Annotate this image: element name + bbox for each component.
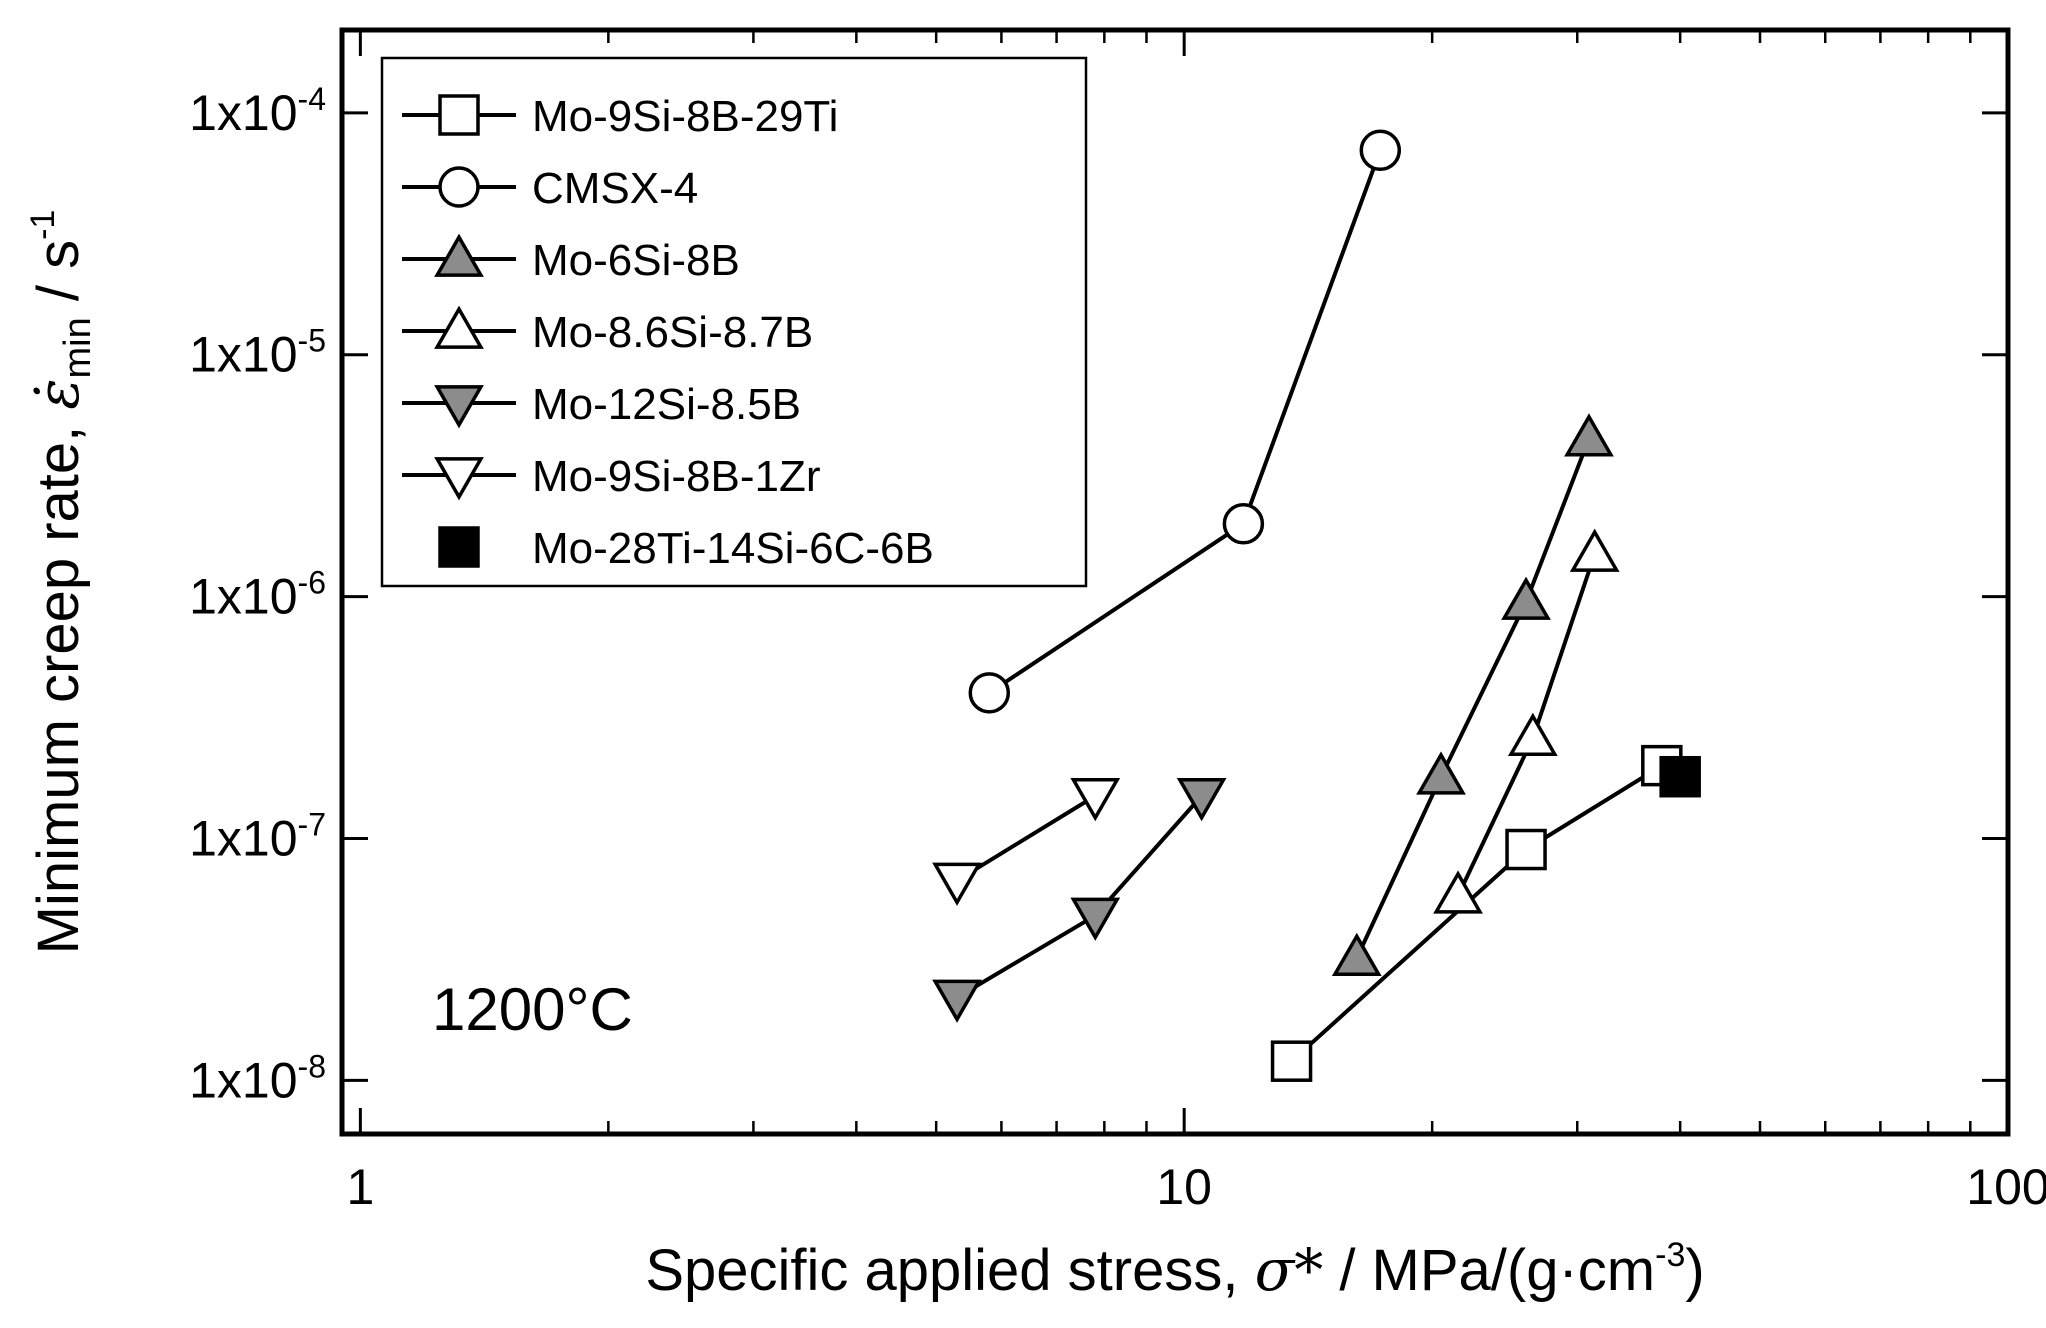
- data-point: [1659, 755, 1701, 798]
- legend-label: CMSX-4: [532, 164, 698, 213]
- axis-tick-labels: 1 10 100 1x10-4 1x10-5 1x10-6 1x10-7 1x10-8: [189, 81, 2046, 1215]
- legend-label: Mo-9Si-8B-1Zr: [532, 452, 821, 501]
- data-point: [1270, 1040, 1313, 1082]
- y-tick-label: 1x10-6: [189, 565, 326, 625]
- data-point: [968, 672, 1011, 714]
- x-tick-label: 1: [346, 1159, 374, 1215]
- data-point: [1070, 777, 1121, 822]
- data-point: [932, 862, 982, 906]
- legend-marker: [434, 233, 484, 277]
- y-axis-title: Minimum creep rate, ε̇min / s-1: [24, 210, 99, 955]
- legend-label: Mo-12Si-8.5B: [532, 380, 801, 429]
- plot-frame: [339, 27, 2011, 1137]
- data-point: [1359, 129, 1402, 172]
- legend-marker: [434, 457, 484, 501]
- data-point: [1507, 712, 1558, 756]
- y-tick-label: 1x10-8: [189, 1048, 326, 1108]
- data-point: [1331, 932, 1382, 977]
- data-point: [1433, 870, 1483, 914]
- axis-ticks: [342, 30, 2010, 1134]
- data-point: [1070, 897, 1121, 941]
- legend-marker: [438, 526, 480, 568]
- x-axis-title: Specific applied stress, σ* / MPa/(g·cm-…: [645, 1236, 1704, 1304]
- plot-frame-group: [339, 27, 2011, 1137]
- legend-marker: [434, 385, 484, 429]
- data-point: [1222, 503, 1265, 545]
- y-tick-label: 1x10-7: [189, 806, 326, 866]
- data-point: [1501, 576, 1551, 620]
- series-line-6: [955, 794, 1097, 883]
- data-point: [1176, 777, 1227, 822]
- legend-marker: [438, 166, 480, 208]
- legend-label: Mo-9Si-8B-29Ti: [532, 92, 838, 141]
- legend-label: Mo-8.6Si-8.7B: [532, 308, 813, 357]
- data-point: [1564, 413, 1614, 457]
- legend-label: Mo-6Si-8B: [532, 236, 740, 285]
- data-point: [932, 979, 982, 1023]
- y-tick-label: 1x10-5: [189, 323, 326, 383]
- data-point: [1569, 528, 1620, 572]
- series-line-3: [1354, 437, 1591, 959]
- data-point: [1505, 828, 1547, 871]
- legend-box: [380, 56, 1088, 588]
- x-tick-label: 100: [1966, 1159, 2046, 1215]
- data-point: [1416, 751, 1466, 795]
- legend-marker: [438, 94, 480, 136]
- legend-label: Mo-28Ti-14Si-6C-6B: [532, 524, 934, 573]
- series-line-5: [956, 794, 1204, 1000]
- legend: Mo-9Si-8B-29Ti CMSX-4 Mo-6Si-8B Mo-8.6Si-8.…: [380, 56, 1088, 588]
- x-tick-label: 10: [1156, 1159, 1212, 1215]
- y-tick-label: 1x10-4: [189, 81, 326, 141]
- temperature-annotation: 1200°C: [432, 976, 633, 1043]
- series-markers: [932, 129, 1701, 1082]
- legend-marker: [434, 305, 484, 349]
